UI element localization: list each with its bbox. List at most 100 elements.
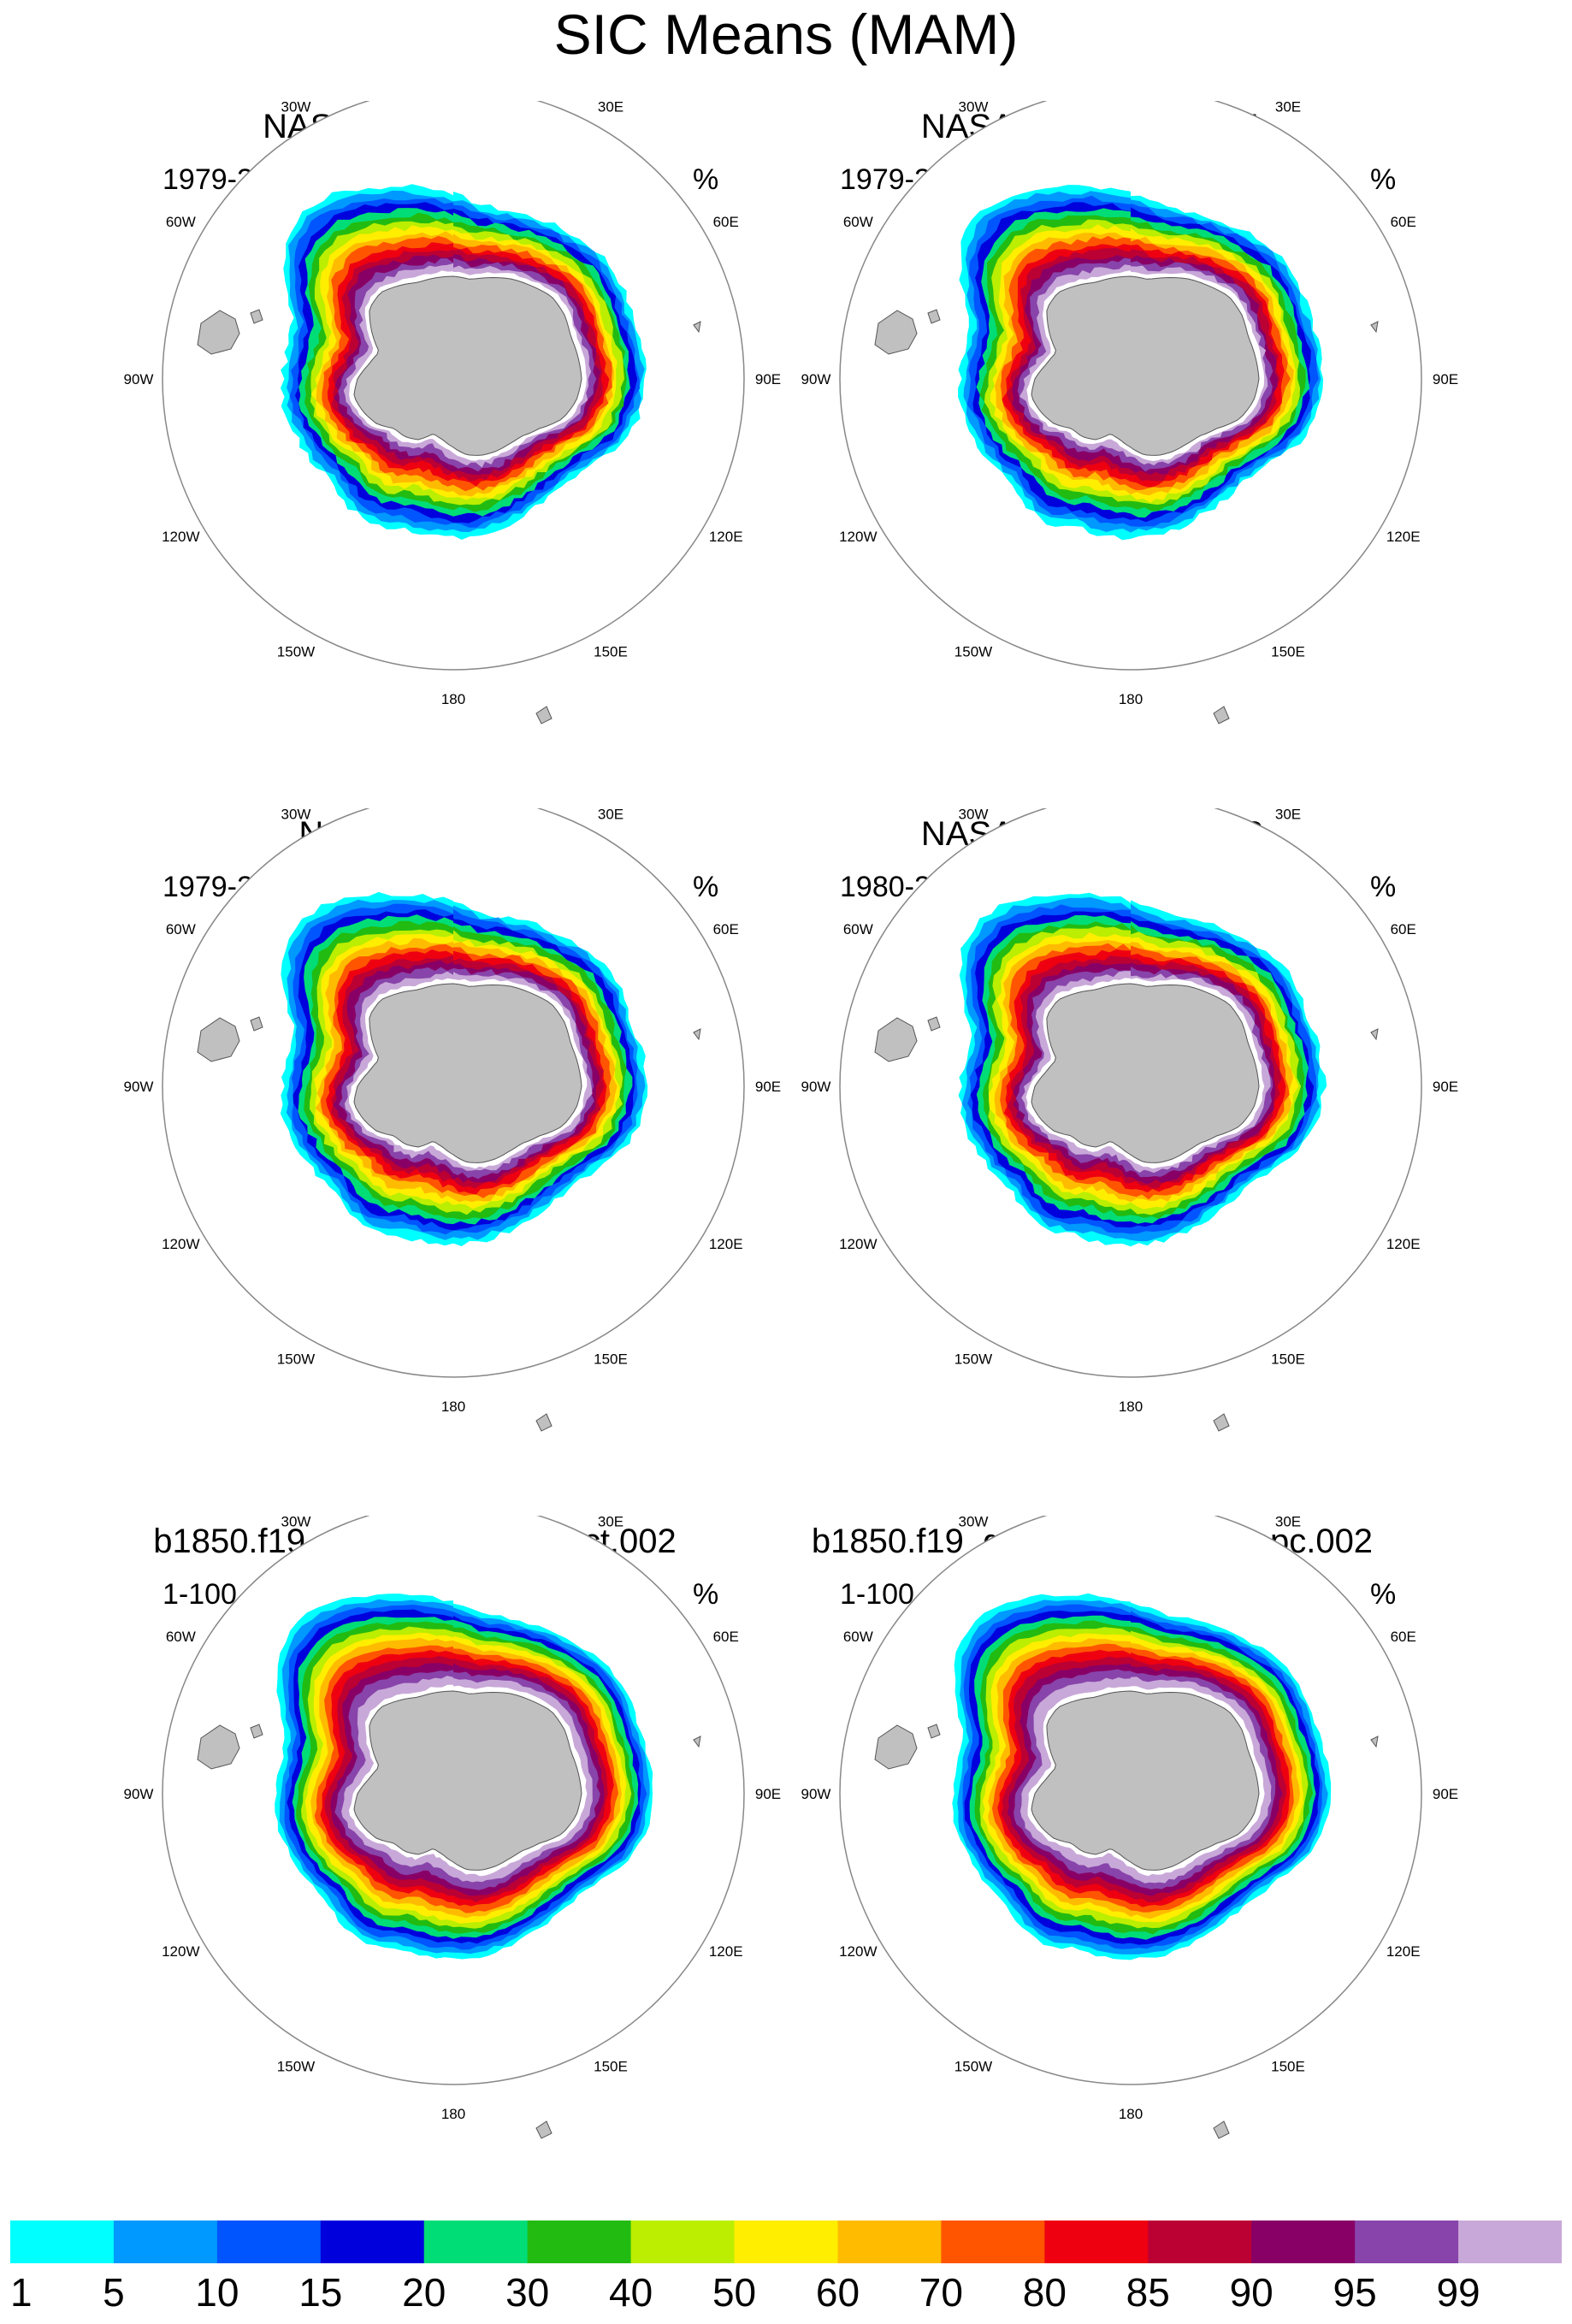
- panel-units: %: [1370, 871, 1397, 903]
- longitude-label: 60W: [843, 1629, 873, 1645]
- colorbar-tick-label: 70: [919, 2270, 963, 2315]
- longitude-label: 180: [1119, 1399, 1143, 1415]
- colorbar-tick-label: 60: [815, 2270, 860, 2315]
- longitude-label: 90E: [755, 1079, 781, 1095]
- longitude-label: 60E: [713, 921, 739, 937]
- longitude-label: 120E: [709, 1943, 743, 1960]
- longitude-label: 90E: [755, 371, 781, 387]
- island: [693, 321, 701, 334]
- map-panel: NASA CDR SH 1979-2016 % 030E60E90E120E15…: [30, 808, 800, 1510]
- longitude-label: 60W: [166, 1629, 196, 1645]
- colorbar-tick-label: 20: [402, 2270, 446, 2315]
- south-america-tip: [197, 310, 240, 355]
- colorbar-tick-label: 85: [1126, 2270, 1170, 2315]
- longitude-label: 90W: [124, 1079, 154, 1095]
- colorbar-swatch: [1458, 2221, 1562, 2263]
- antarctica-landmass: [1031, 1690, 1260, 1871]
- longitude-label: 30W: [959, 808, 989, 822]
- longitude-label: 120W: [839, 1236, 877, 1252]
- colorbar-tick-label: 30: [505, 2270, 550, 2315]
- polar-map: 030E60E90E120E150E180150W120W90W60W30W: [801, 1516, 1458, 2139]
- island: [250, 1016, 263, 1032]
- polar-map: 030E60E90E120E150E180150W120W90W60W30W: [124, 1516, 781, 2139]
- longitude-label: 30W: [959, 101, 989, 115]
- island: [693, 1736, 701, 1748]
- longitude-label: 150W: [954, 644, 992, 660]
- longitude-label: 60W: [843, 921, 873, 937]
- longitude-label: 150E: [1271, 2059, 1305, 2075]
- colorbar-tick-label: 10: [195, 2270, 239, 2315]
- colorbar: [10, 2221, 1562, 2263]
- longitude-label: 60W: [166, 214, 196, 230]
- longitude-label: 120E: [1386, 1236, 1421, 1252]
- longitude-label: 90E: [755, 1786, 781, 1802]
- new-zealand-tip: [1213, 2120, 1230, 2139]
- colorbar-tick-label: 1: [10, 2270, 33, 2315]
- longitude-label: 120W: [162, 1236, 199, 1252]
- colorbar-swatch: [423, 2221, 529, 2263]
- island: [927, 309, 941, 324]
- longitude-label: 90W: [124, 371, 154, 387]
- longitude-label: 120W: [839, 529, 877, 545]
- longitude-label: 30E: [1275, 1516, 1301, 1529]
- longitude-label: 120E: [709, 529, 743, 545]
- island: [250, 309, 263, 324]
- longitude-label: 30W: [281, 808, 311, 822]
- longitude-label: 30W: [281, 1516, 311, 1529]
- colorbar-swatch: [10, 2221, 115, 2263]
- colorbar-labels: 1 5 10 15 20 30 40 50 60 70 80 85 90 95 99: [0, 2267, 1572, 2318]
- antarctica-landmass: [353, 1690, 582, 1871]
- longitude-label: 90E: [1433, 371, 1458, 387]
- south-america-tip: [874, 1017, 918, 1062]
- antarctica-landmass: [353, 275, 582, 456]
- longitude-label: 120W: [162, 1943, 199, 1960]
- south-america-tip: [197, 1724, 240, 1770]
- map-panel: b1850.f19_g17.validation_nuopc.002 1-100…: [707, 1516, 1477, 2217]
- longitude-label: 180: [1119, 2106, 1143, 2122]
- south-america-tip: [874, 310, 918, 355]
- island: [1370, 321, 1379, 334]
- map-panel: NASA Bootstrap SH_1 1979-2016 % 030E60E9…: [707, 101, 1477, 802]
- longitude-label: 180: [1119, 691, 1143, 707]
- panel-units: %: [1370, 163, 1397, 196]
- panel-units: %: [693, 871, 719, 903]
- island: [250, 1724, 263, 1739]
- colorbar-swatch: [1148, 2221, 1252, 2263]
- longitude-label: 60W: [166, 921, 196, 937]
- colorbar-swatch: [113, 2221, 218, 2263]
- longitude-label: 180: [441, 691, 465, 707]
- longitude-label: 120E: [1386, 529, 1421, 545]
- longitude-label: 120W: [162, 529, 199, 545]
- colorbar-swatch: [734, 2221, 838, 2263]
- longitude-label: 150E: [1271, 1351, 1305, 1368]
- longitude-label: 60E: [1391, 921, 1416, 937]
- longitude-label: 60E: [1391, 214, 1416, 230]
- longitude-label: 30E: [598, 101, 623, 115]
- colorbar-tick-label: 15: [298, 2270, 343, 2315]
- antarctica-landmass: [1031, 983, 1260, 1163]
- panel-years: 1-100: [840, 1578, 914, 1611]
- colorbar-tick-label: 40: [609, 2270, 653, 2315]
- longitude-label: 150E: [1271, 644, 1305, 660]
- longitude-label: 180: [441, 2106, 465, 2122]
- antarctica-landmass: [1031, 275, 1260, 456]
- longitude-label: 150E: [594, 1351, 628, 1368]
- longitude-label: 150W: [277, 644, 315, 660]
- map-panel: NASA Bootstrap SH_2 1980-2016 % 030E60E9…: [707, 808, 1477, 1510]
- longitude-label: 60E: [1391, 1629, 1416, 1645]
- longitude-label: 30E: [1275, 808, 1301, 822]
- longitude-label: 30E: [1275, 101, 1301, 115]
- colorbar-tick-label: 5: [103, 2270, 125, 2315]
- colorbar-swatch: [527, 2221, 632, 2263]
- new-zealand-tip: [535, 706, 553, 724]
- antarctica-landmass: [353, 983, 582, 1163]
- south-america-tip: [874, 1724, 918, 1770]
- new-zealand-tip: [535, 1413, 553, 1432]
- longitude-label: 150E: [594, 2059, 628, 2075]
- island: [927, 1016, 941, 1032]
- panel-units: %: [1370, 1578, 1397, 1611]
- longitude-label: 120W: [839, 1943, 877, 1960]
- longitude-label: 60W: [843, 214, 873, 230]
- colorbar-swatch: [1044, 2221, 1149, 2263]
- south-america-tip: [197, 1017, 240, 1062]
